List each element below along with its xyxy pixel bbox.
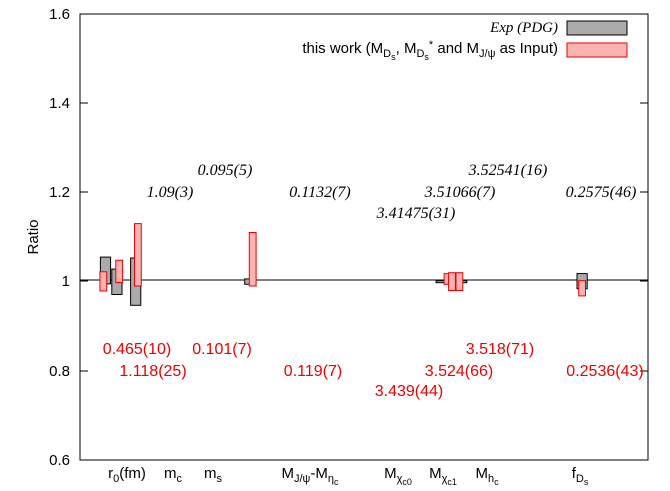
this-work-box <box>248 232 257 287</box>
y-tick-label: 0.8 <box>49 363 70 380</box>
exp-value-labels: 1.09(3) 0.095(5) 0.1132(7) 3.41475(31) 3… <box>147 162 637 222</box>
y-tick-label: 1 <box>62 273 70 290</box>
exp-value-label: 1.09(3) <box>147 184 194 201</box>
exp-value-label: 3.51066(7) <box>424 184 496 201</box>
x-tick-label-r0: r0(fm) <box>108 465 146 485</box>
this-work-box <box>115 259 124 284</box>
exp-value-label: 0.095(5) <box>198 162 253 179</box>
legend-label-exp: Exp (PDG) <box>489 20 558 36</box>
legend-swatch-exp <box>566 20 628 36</box>
y-tick-label: 0.6 <box>49 452 70 469</box>
x-tick-label-ms: ms <box>204 465 223 485</box>
lattice-value-labels: 0.465(10) 1.118(25) 0.101(7) 0.119(7) 3.… <box>103 341 644 400</box>
x-tick-label-hc: Mhc <box>475 465 499 487</box>
lattice-value-label: 0.101(7) <box>192 341 252 358</box>
legend: Exp (PDG) this work (MDs, MDs* and MJ/ψ … <box>302 20 628 62</box>
x-tick-label-fds: fDs <box>572 465 589 487</box>
this-work-box <box>578 280 587 297</box>
exp-value-label: 3.41475(31) <box>376 205 456 222</box>
y-axis: 0.6 0.8 1 1.2 1.4 1.6 <box>49 6 648 469</box>
this-work-box <box>99 271 108 292</box>
y-tick-label: 1.2 <box>49 184 70 201</box>
legend-swatch-this-work <box>566 42 628 58</box>
lattice-value-label: 0.119(7) <box>284 363 342 380</box>
exp-value-label: 0.2575(46) <box>566 184 637 201</box>
x-tick-label-mc: mc <box>164 465 183 485</box>
lattice-value-label: 3.439(44) <box>375 383 444 400</box>
lattice-value-label: 3.518(71) <box>466 341 535 358</box>
plot-frame <box>79 13 649 461</box>
legend-label-this-work: this work (MDs, MDs* and MJ/ψ as Input) <box>302 39 558 62</box>
x-tick-label-chic0: Mχc0 <box>384 465 412 487</box>
exp-value-label: 3.52541(16) <box>468 162 548 179</box>
lattice-value-label: 0.465(10) <box>103 341 172 358</box>
y-tick-label: 1.4 <box>49 95 70 112</box>
lattice-value-label: 1.118(25) <box>119 363 186 380</box>
this-work-box <box>448 272 456 292</box>
lattice-value-label: 0.2536(43) <box>566 363 643 380</box>
data-boxes <box>99 223 588 306</box>
lattice-value-label: 3.524(66) <box>425 363 494 380</box>
exp-value-label: 0.1132(7) <box>289 184 350 201</box>
x-tick-label-jpsi-etac: MJ/ψ-Mηc <box>281 465 339 487</box>
x-tick-label-chic1: Mχc1 <box>429 465 457 487</box>
y-tick-label: 1.6 <box>49 6 70 23</box>
this-work-box <box>134 223 142 287</box>
y-axis-label: Ratio <box>25 219 42 254</box>
x-axis: r0(fm) mc ms MJ/ψ-Mηc Mχc0 Mχc1 Mhc fDs <box>108 465 589 487</box>
this-work-box <box>455 272 464 292</box>
